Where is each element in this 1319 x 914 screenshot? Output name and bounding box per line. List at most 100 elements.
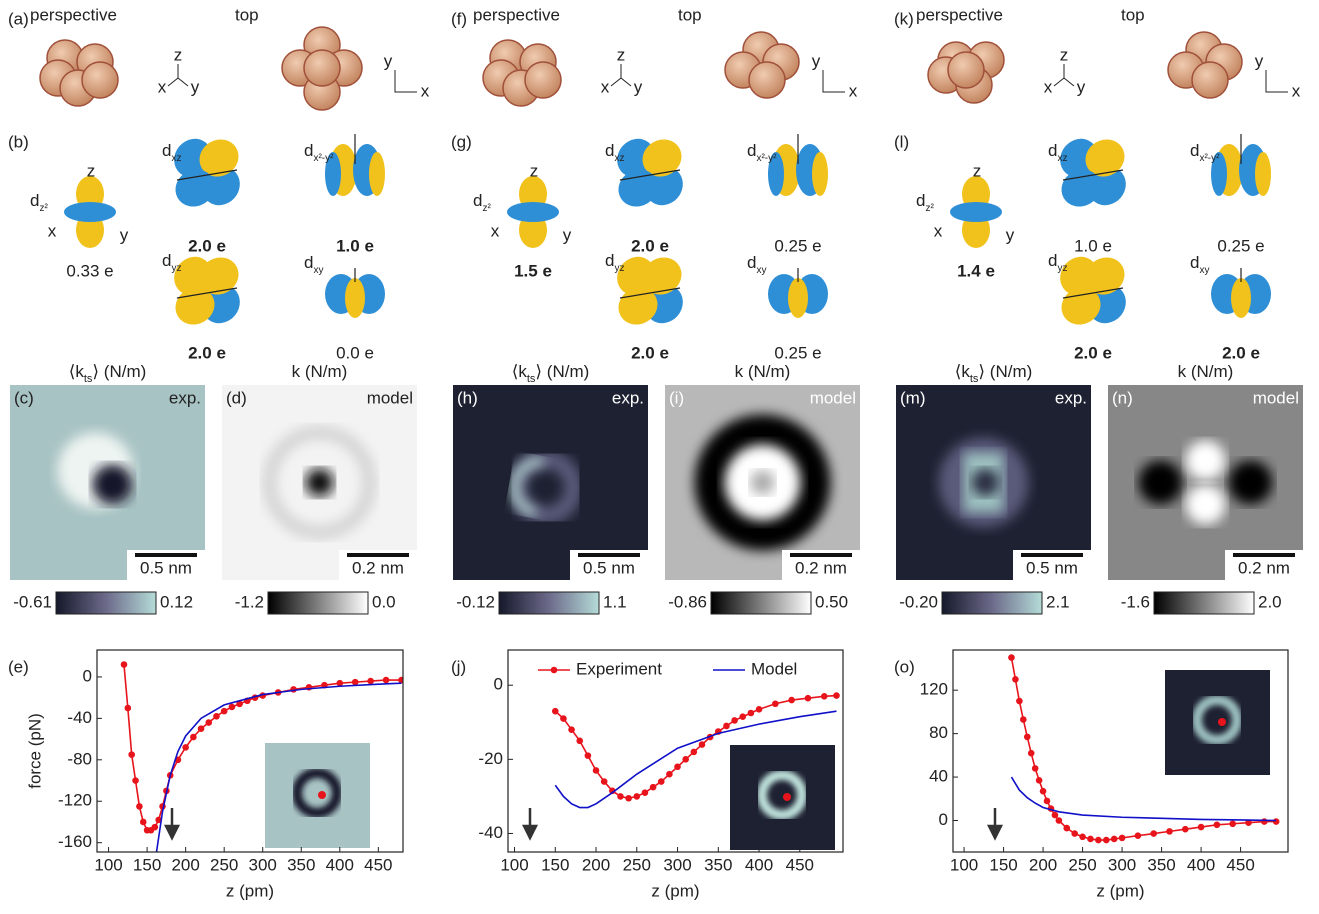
data-point (198, 725, 205, 732)
colorbar (56, 592, 156, 614)
orbital-axis-label: y (563, 225, 572, 244)
view-label: top (1121, 5, 1145, 24)
orbital-axis-label: z (530, 161, 539, 180)
lobe (950, 202, 1002, 222)
axis-glyph-label: y (812, 51, 821, 70)
orbital-shape (1052, 249, 1133, 331)
y-tick-label: -40 (67, 708, 92, 727)
map-feature (1229, 461, 1273, 505)
colorbar-label: -0.61 (13, 592, 52, 611)
inset-bg (730, 745, 835, 850)
x-axis-label: z (pm) (651, 881, 699, 900)
x-tick-label: 100 (94, 855, 122, 874)
panel-label: (k) (894, 9, 914, 28)
occupation: 0.0 e (336, 343, 374, 362)
map-title: ⟨kts⟩ (N/m) (69, 362, 147, 384)
occupation: 1.4 e (957, 261, 995, 280)
legend-label: Experiment (576, 659, 662, 678)
data-point (731, 717, 738, 724)
y-tick-label: 120 (920, 680, 948, 699)
orbital-name: dxz (1048, 141, 1067, 163)
data-point (1182, 826, 1189, 833)
y-tick-label: -160 (58, 832, 92, 851)
view-label: top (235, 5, 259, 24)
data-point (568, 726, 575, 733)
arrow (989, 808, 1001, 838)
y-tick-label: -40 (478, 823, 503, 842)
data-point (1150, 830, 1157, 837)
orbital-symbol: d (30, 191, 39, 210)
data-point (1229, 820, 1236, 827)
y-tick-label: 0 (494, 675, 503, 694)
orbital-shape (1052, 131, 1133, 213)
data-point (699, 741, 706, 748)
data-point (1214, 822, 1221, 829)
inset-bg (1165, 670, 1270, 775)
axis-glyph-label: x (1292, 81, 1301, 100)
orbital-subscript: x²-y² (756, 153, 777, 164)
map-tag: model (1253, 388, 1299, 407)
x-tick-label: 150 (133, 855, 161, 874)
view-label: top (678, 5, 702, 24)
data-point (132, 777, 139, 784)
lobe (64, 202, 116, 222)
x-tick-label: 400 (1187, 855, 1215, 874)
occupation: 1.0 e (1074, 236, 1112, 255)
orbital-symbol: d (747, 253, 756, 272)
colorbar-label: -0.20 (899, 592, 938, 611)
occupation: 0.25 e (774, 236, 821, 255)
map-title-part: ⟨k (955, 362, 971, 381)
orbital-shape (1211, 134, 1271, 196)
data-point (1052, 812, 1059, 819)
colorbar-label: 2.0 (1258, 592, 1282, 611)
lobe (812, 152, 828, 196)
orbital-shape (64, 176, 116, 248)
inset-marker (318, 791, 326, 799)
arrow (524, 808, 536, 838)
panel-label: (i) (669, 388, 684, 407)
orbital-name: dz² (473, 191, 491, 213)
colorbar-label: 1.1 (603, 592, 627, 611)
x-tick-label: 400 (745, 855, 773, 874)
data-point (1008, 654, 1015, 661)
data-point (560, 715, 567, 722)
orbital-shape (609, 249, 690, 331)
panel-label: (b) (8, 132, 29, 151)
data-point (691, 749, 698, 756)
series-line (1011, 777, 1276, 820)
colorbar (268, 592, 368, 614)
orbital-subscript: xz (171, 153, 181, 164)
orbital-subscript: x²-y² (313, 153, 334, 164)
map-title-part: ⟩ (N/m) (978, 362, 1032, 381)
data-point (398, 677, 405, 684)
data-point (625, 795, 632, 802)
map-feature (972, 469, 1000, 497)
data-point (723, 723, 730, 730)
data-point (1135, 832, 1142, 839)
x-axis-label: z (pm) (1096, 881, 1144, 900)
lobe (1231, 278, 1251, 318)
data-point (748, 710, 755, 717)
scale-label: 0.5 nm (140, 558, 192, 577)
orbital-symbol: d (162, 141, 171, 160)
orbital-subscript: yz (171, 263, 181, 274)
occupation: 2.0 e (631, 236, 669, 255)
x-tick-label: 250 (1068, 855, 1096, 874)
figure: (a)perspectivetopzxyyx(b)dz²0.33 edxz2.0… (0, 0, 1319, 909)
orbital-subscript: z² (482, 203, 491, 214)
orbital-subscript: xy (756, 265, 766, 276)
x-tick-label: 350 (1147, 855, 1175, 874)
view-label: perspective (473, 5, 560, 24)
atom (749, 62, 785, 98)
x-tick-label: 450 (786, 855, 814, 874)
lobe (788, 278, 808, 318)
data-point (821, 693, 828, 700)
data-point (205, 719, 212, 726)
data-point (1012, 676, 1019, 683)
panel-label: (d) (226, 388, 247, 407)
orbital-symbol: d (1048, 141, 1057, 160)
axis-glyph-label: x (158, 77, 167, 96)
orbital-shape (325, 268, 385, 318)
orbital-subscript: yz (614, 263, 624, 274)
axis-glyph-label: x (849, 81, 858, 100)
